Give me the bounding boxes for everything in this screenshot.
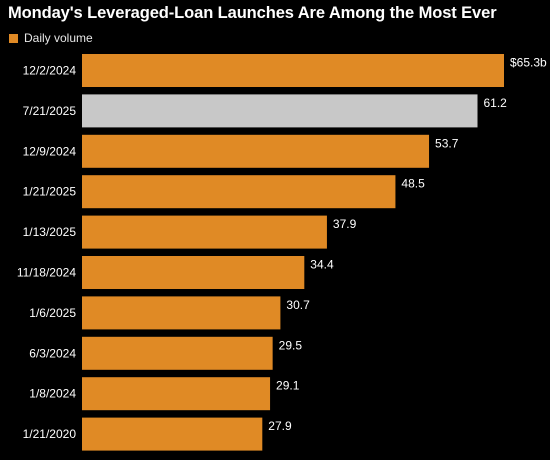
value-label: $65.3b [510, 56, 547, 70]
bar-1-8-2024 [82, 377, 271, 411]
category-label: 11/18/2024 [17, 266, 76, 280]
chart-title: Monday's Leveraged-Loan Launches Are Amo… [8, 4, 497, 22]
bar-1-6-2025 [82, 296, 281, 330]
legend: Daily volume [9, 31, 93, 45]
legend-label: Daily volume [24, 31, 93, 45]
value-label: 29.5 [279, 338, 303, 352]
value-label: 61.2 [484, 96, 508, 110]
value-label: 37.9 [333, 217, 357, 231]
bar-1-21-2020 [82, 417, 263, 451]
category-label: 1/13/2025 [23, 225, 77, 239]
legend-swatch [9, 33, 18, 43]
bar-7-21-2025 [82, 94, 478, 128]
category-label: 1/21/2025 [23, 185, 77, 199]
bar-1-21-2025 [82, 175, 396, 209]
value-label: 27.9 [268, 419, 292, 433]
value-label: 34.4 [310, 258, 334, 272]
category-label: 6/3/2024 [29, 346, 76, 360]
value-label: 30.7 [286, 298, 310, 312]
category-label: 7/21/2025 [23, 104, 77, 118]
value-label: 29.1 [276, 379, 300, 393]
value-label: 48.5 [401, 177, 425, 191]
category-label: 12/9/2024 [23, 144, 77, 158]
bar-6-3-2024 [82, 336, 273, 370]
bar-1-13-2025 [82, 215, 327, 249]
category-label: 12/2/2024 [23, 64, 77, 78]
category-label: 1/8/2024 [29, 387, 76, 401]
bar-11-18-2024 [82, 256, 305, 289]
category-label: 1/6/2025 [29, 306, 76, 320]
category-label: 1/21/2020 [23, 427, 77, 441]
bar-12-2-2024 [82, 54, 504, 87]
value-label: 53.7 [435, 136, 459, 150]
bar-12-9-2024 [82, 134, 430, 168]
